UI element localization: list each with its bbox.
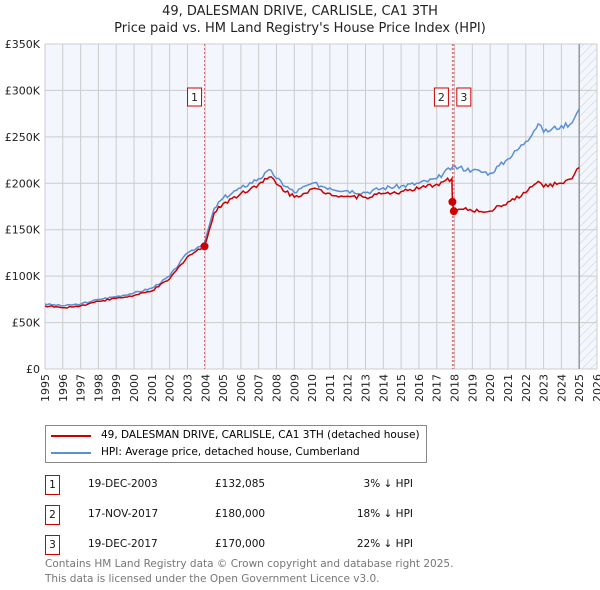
x-tick-label: 2005 [217,374,230,402]
sale-price: £180,000 [215,508,266,520]
x-tick-label: 2013 [360,374,373,402]
sale-row: 2 17-NOV-2017 £180,000 18% ↓ HPI [45,505,465,525]
legend-item-hpi: HPI: Average price, detached house, Cumb… [51,446,360,459]
sale-label-box [433,87,449,107]
legend-label: HPI: Average price, detached house, Cumb… [101,446,360,458]
x-tick-label: 2019 [466,374,479,402]
sale-date: 19-DEC-2017 [88,538,158,550]
x-tick-label: 2025 [573,374,586,402]
y-tick-label: £0 [26,363,40,376]
x-tick-label: 2026 [591,374,600,402]
y-tick-label: £200K [5,177,41,190]
x-tick-label: 1999 [110,374,123,402]
x-tick-label: 2011 [324,374,337,402]
x-tick-label: 2023 [538,374,551,402]
x-tick-label: 2009 [288,374,301,402]
sale-point [200,242,209,251]
sale-label-box [187,87,203,107]
x-tick-label: 2018 [449,374,462,402]
y-tick-label: £100K [5,270,41,283]
sale-label-box [456,87,472,107]
plot-area [45,44,597,369]
x-tick-label: 2001 [146,374,159,402]
x-tick-label: 2020 [484,374,497,402]
x-tick-label: 2010 [306,374,319,402]
x-tick-label: 2016 [413,374,426,402]
sale-hpi-diff: 22% ↓ HPI [356,538,413,550]
x-tick-label: 1998 [92,374,105,402]
legend-item-property: 49, DALESMAN DRIVE, CARLISLE, CA1 3TH (d… [51,429,420,442]
legend: 49, DALESMAN DRIVE, CARLISLE, CA1 3TH (d… [45,425,427,463]
x-tick-label: 2004 [199,374,212,402]
footer-copyright: Contains HM Land Registry data © Crown c… [45,558,454,570]
x-tick-label: 2006 [235,374,248,402]
footer-licence: This data is licensed under the Open Gov… [45,573,380,585]
sale-label: 3 [460,91,467,104]
x-tick-label: 1997 [75,374,88,402]
sale-row: 3 19-DEC-2017 £170,000 22% ↓ HPI [45,535,465,555]
x-tick-label: 2002 [164,374,177,402]
sale-hpi-diff: 3% ↓ HPI [363,478,413,490]
x-tick-label: 2024 [555,374,568,402]
y-tick-label: £150K [5,224,41,237]
x-tick-label: 2022 [520,374,533,402]
hpi-line [44,108,580,307]
x-tick-label: 2003 [181,374,194,402]
sale-label: 1 [191,91,198,104]
x-tick-label: 2014 [377,374,390,402]
y-tick-label: £350K [5,38,41,51]
x-tick-label: 2017 [431,374,444,402]
x-tick-label: 2007 [253,374,266,402]
sale-point [448,197,457,206]
sale-date: 17-NOV-2017 [88,508,159,520]
y-tick-label: £250K [5,131,41,144]
forecast-region [579,44,597,369]
sale-number: 3 [45,535,60,555]
x-tick-label: 2021 [502,374,515,402]
x-tick-label: 1996 [57,374,70,402]
sale-row: 1 19-DEC-2003 £132,085 3% ↓ HPI [45,475,465,495]
y-tick-label: £50K [12,317,41,330]
x-tick-label: 2012 [342,374,355,402]
sale-label: 2 [438,91,445,104]
y-tick-label: £300K [5,84,41,97]
chart-subtitle: Price paid vs. HM Land Registry's House … [114,21,486,36]
property-price-line [44,166,580,309]
sale-number: 1 [45,475,60,495]
sale-date: 19-DEC-2003 [88,478,158,490]
x-tick-label: 2015 [395,374,408,402]
price-chart: 1995 1996 1997 1998 1999 2000 2001 2002 2003 2004… [5,38,600,402]
x-tick-label: 2008 [270,374,283,402]
sale-price: £170,000 [215,538,266,550]
legend-label: 49, DALESMAN DRIVE, CARLISLE, CA1 3TH (d… [101,429,420,441]
chart-title: 49, DALESMAN DRIVE, CARLISLE, CA1 3TH [162,4,438,19]
sale-number: 2 [45,505,60,525]
sale-price: £132,085 [215,478,266,490]
sale-point [449,207,458,216]
x-tick-label: 1995 [39,374,52,402]
x-tick-label: 2000 [128,374,141,402]
sale-hpi-diff: 18% ↓ HPI [356,508,413,520]
